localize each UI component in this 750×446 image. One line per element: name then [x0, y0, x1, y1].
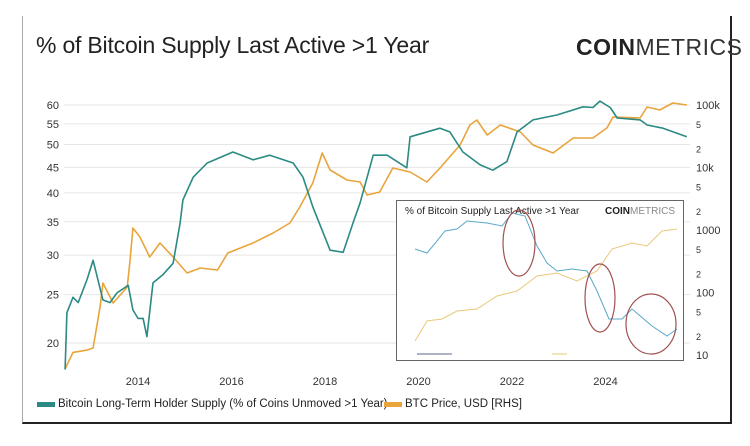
legend-label-price: BTC Price, USD [RHS] [405, 398, 522, 410]
x-tick-label: 2024 [593, 376, 617, 388]
y-right-tick-label: 2 [696, 332, 701, 342]
inset-logo: COINMETRICS [605, 206, 675, 217]
y-right-tick-label: 2 [696, 145, 701, 155]
y-left-tick-label: 20 [47, 338, 59, 350]
y-left-tick-label: 50 [47, 139, 59, 151]
y-left-tick-label: 25 [47, 290, 59, 302]
y-left-tick-label: 30 [47, 250, 59, 262]
y-right-tick-label: 2 [696, 270, 701, 280]
inset-highlight-ellipse [625, 293, 677, 355]
y-right-tick-label: 5 [696, 245, 701, 255]
inset-plot [414, 209, 678, 355]
y-right-tick-label: 100k [696, 100, 720, 112]
y-right-tick-label: 5 [696, 182, 701, 192]
chart-title: % of Bitcoin Supply Last Active >1 Year [36, 32, 430, 58]
inset-highlight-ellipse [502, 209, 536, 277]
series-price-line [64, 102, 687, 370]
x-tick-label: 2018 [313, 376, 337, 388]
x-tick-label: 2022 [500, 376, 524, 388]
legend-swatch-price [384, 401, 402, 407]
inset-price-line [414, 228, 678, 342]
y-left-tick-label: 45 [47, 162, 59, 174]
inset-highlight-ellipse [584, 263, 616, 333]
series-lth-line [64, 100, 688, 370]
x-tick-label: 2020 [406, 376, 430, 388]
inset-title: % of Bitcoin Supply Last Active >1 Year [405, 206, 580, 217]
y-right-tick-label: 10k [696, 163, 714, 175]
y-right-tick-label: 100 [696, 288, 714, 300]
chart-frame [22, 16, 732, 424]
legend-label-lth: Bitcoin Long-Term Holder Supply (% of Co… [58, 398, 388, 410]
y-right-tick-label: 5 [696, 120, 701, 130]
legend-item-lth: Bitcoin Long-Term Holder Supply (% of Co… [37, 398, 388, 410]
y-left-tick-label: 60 [47, 100, 59, 112]
y-right-tick-label: 5 [696, 307, 701, 317]
y-right-tick-label: 2 [696, 207, 701, 217]
x-tick-label: 2014 [126, 376, 150, 388]
y-right-tick-label: 10 [696, 350, 708, 362]
coinmetrics-logo: COINMETRICS [576, 34, 743, 60]
legend-item-price: BTC Price, USD [RHS] [384, 398, 522, 410]
y-left-tick-label: 55 [47, 119, 59, 131]
y-left-tick-label: 40 [47, 188, 59, 200]
y-right-tick-label: 1000 [696, 225, 720, 237]
x-tick-label: 2016 [219, 376, 243, 388]
legend-swatch-lth [37, 401, 55, 407]
inset-chart: % of Bitcoin Supply Last Active >1 Year … [396, 200, 684, 361]
y-left-tick-label: 35 [47, 217, 59, 229]
